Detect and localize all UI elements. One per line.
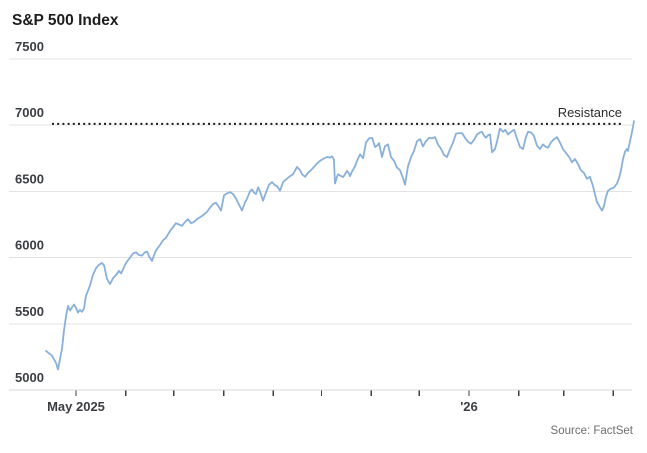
x-tick-label: '26 xyxy=(460,399,478,414)
y-tick-label: 5500 xyxy=(15,304,44,319)
price-line xyxy=(45,120,635,371)
resistance-label: Resistance xyxy=(558,105,622,120)
y-tick-label: 5000 xyxy=(15,370,44,385)
source-label: Source: FactSet xyxy=(551,425,634,437)
gridline-layer xyxy=(9,58,632,391)
y-tick-label: 7500 xyxy=(15,39,44,54)
y-tick-label: 6500 xyxy=(15,171,44,186)
chart-title: S&P 500 Index xyxy=(12,12,119,29)
y-tick-label: 6000 xyxy=(15,238,44,253)
y-tick-label: 7000 xyxy=(15,105,44,120)
axis-tick-layer xyxy=(75,390,614,396)
x-tick-label: May 2025 xyxy=(47,399,105,414)
